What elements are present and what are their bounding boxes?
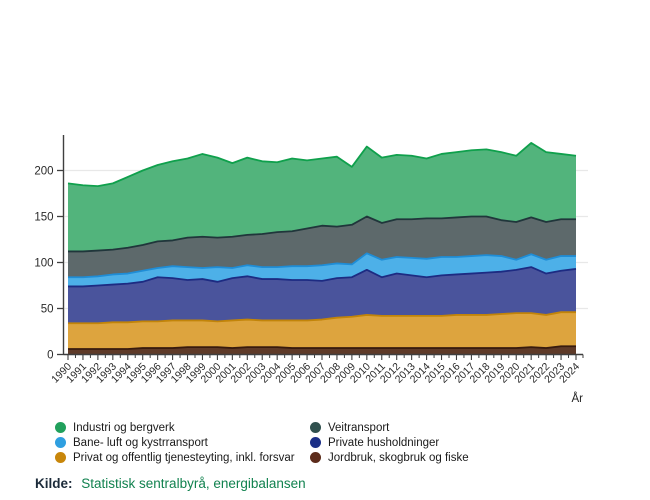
stacked-area-chart: 0501001502001990199119921993199419951996… [34,135,588,405]
legend-label: Privat og offentlig tjenesteyting, inkl.… [73,451,295,464]
legend-label: Private husholdninger [328,436,440,449]
legend-dot-industri-icon [55,422,66,433]
legend-item-veitransport: Veitransport [310,420,469,435]
legend-dot-tjenesteyting-icon [55,452,66,463]
source-line: Kilde: Statistisk sentralbyrå, energibal… [35,476,306,491]
legend-column-left: Industri og bergverk Bane- luft og kystr… [55,420,295,465]
legend-item-jordbruk: Jordbruk, skogbruk og fiske [310,450,469,465]
source-text: Statistisk sentralbyrå, energibalansen [81,476,306,491]
legend-label: Veitransport [328,421,390,434]
legend-item-husholdninger: Private husholdninger [310,435,469,450]
legend-item-tjenesteyting: Privat og offentlig tjenesteyting, inkl.… [55,450,295,465]
legend-item-bane: Bane- luft og kystrransport [55,435,295,450]
legend-item-industri: Industri og bergverk [55,420,295,435]
legend-label: Industri og bergverk [73,421,175,434]
svg-text:År: År [572,392,584,405]
source-prefix: Kilde: [35,476,73,491]
legend-column-right: Veitransport Private husholdninger Jordb… [310,420,469,465]
svg-text:150: 150 [34,212,53,224]
svg-text:0: 0 [47,350,53,362]
legend-dot-bane-icon [55,437,66,448]
svg-text:50: 50 [41,304,54,316]
legend-dot-veitransport-icon [310,422,321,433]
svg-text:200: 200 [34,166,53,178]
legend-label: Bane- luft og kystrransport [73,436,208,449]
svg-text:100: 100 [34,258,53,270]
legend-label: Jordbruk, skogbruk og fiske [328,451,469,464]
legend-dot-jordbruk-icon [310,452,321,463]
legend-dot-husholdninger-icon [310,437,321,448]
